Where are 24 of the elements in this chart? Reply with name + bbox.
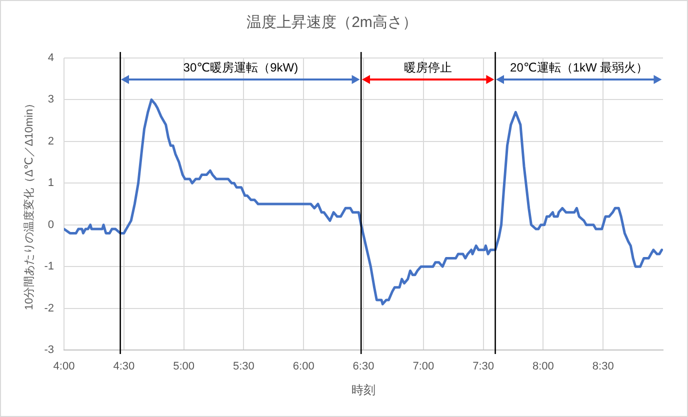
y-axis-title: 10分間あたりの温度変化（Δ℃／Δ10min） [22, 98, 36, 310]
y-tick-label: 3 [48, 94, 54, 106]
x-tick-label: 4:30 [113, 360, 135, 373]
annotation: 20℃運転（1kW 最弱火） [510, 60, 648, 74]
x-tick-label: 8:00 [532, 360, 554, 373]
x-axis-title: 時刻 [352, 383, 376, 398]
y-tick-label: -2 [44, 302, 54, 314]
annotation: 30℃暖房運転（9kW) [183, 60, 298, 74]
y-tick-label: 1 [48, 177, 54, 190]
y-tick-label: 0 [48, 218, 54, 231]
x-tick-label: 4:00 [53, 360, 75, 373]
y-tick-label: -3 [44, 344, 54, 356]
x-tick-label: 6:00 [292, 360, 314, 373]
x-tick-label: 8:30 [592, 360, 614, 373]
y-tick-label: 2 [48, 135, 54, 148]
y-tick-label: 4 [48, 52, 54, 64]
x-tick-label: 5:00 [173, 360, 195, 373]
x-tick-label: 5:30 [232, 360, 254, 373]
annotation: 暖房停止 [404, 60, 452, 74]
chart-title: 温度上昇速度（2m高さ） [246, 14, 418, 32]
x-tick-label: 6:30 [352, 360, 374, 373]
x-tick-label: 7:00 [412, 360, 434, 373]
x-tick-label: 7:30 [472, 360, 494, 373]
y-tick-label: -1 [44, 260, 54, 273]
